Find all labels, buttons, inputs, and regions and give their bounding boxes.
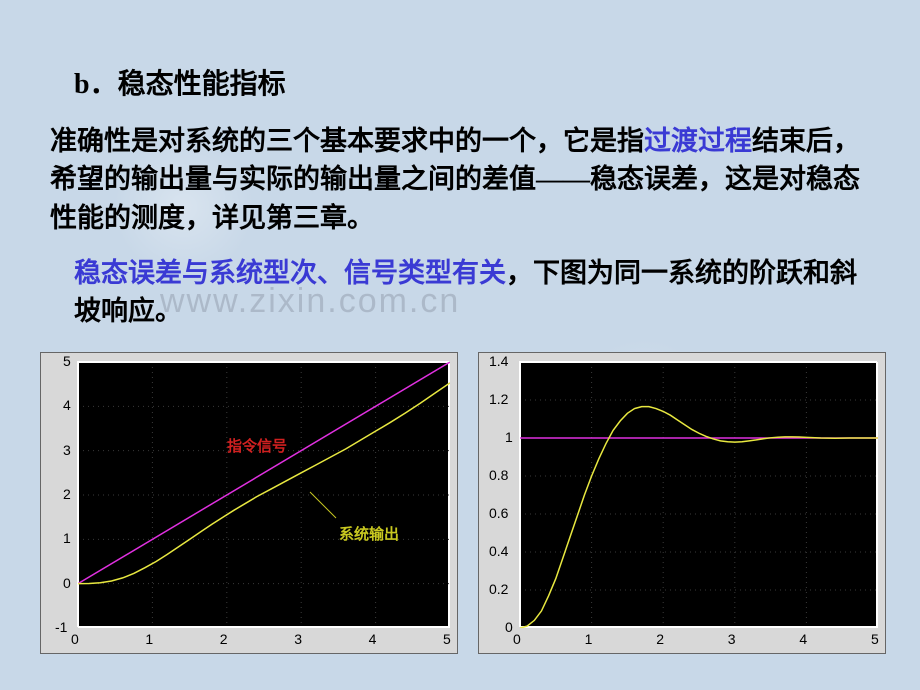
ytick-label: -1 bbox=[55, 619, 71, 635]
para2-highlight: 稳态误差与系统型次、信号类型有关 bbox=[74, 258, 506, 288]
xtick-label: 1 bbox=[145, 631, 153, 647]
xtick-label: 2 bbox=[220, 631, 228, 647]
ytick-label: 1.4 bbox=[489, 353, 513, 369]
xtick-label: 0 bbox=[513, 631, 521, 647]
para1-pre: 准确性是对系统的三个基本要求中的一个，它是指 bbox=[50, 126, 644, 156]
para1-highlight: 过渡过程 bbox=[644, 126, 752, 156]
ytick-label: 0.4 bbox=[489, 543, 513, 559]
ytick-label: 0 bbox=[63, 575, 71, 591]
paragraph-2: 稳态误差与系统型次、信号类型有关，下图为同一系统的阶跃和斜坡响应。 bbox=[74, 254, 864, 331]
xtick-label: 4 bbox=[369, 631, 377, 647]
ytick-label: 0.8 bbox=[489, 467, 513, 483]
xtick-label: 4 bbox=[799, 631, 807, 647]
ytick-label: 4 bbox=[63, 397, 71, 413]
section-heading: b．稳态性能指标 bbox=[74, 62, 286, 102]
xtick-label: 3 bbox=[728, 631, 736, 647]
ytick-label: 1 bbox=[63, 530, 71, 546]
xtick-label: 2 bbox=[656, 631, 664, 647]
chart-step: 0 1 2 3 4 5 0 0.2 0.4 0.6 0.8 1 1.2 1.4 bbox=[478, 352, 886, 654]
ytick-label: 0 bbox=[505, 619, 513, 635]
series-label: 指令信号 bbox=[227, 435, 287, 456]
ytick-label: 1 bbox=[505, 429, 513, 445]
ytick-label: 0.6 bbox=[489, 505, 513, 521]
xtick-label: 0 bbox=[71, 631, 79, 647]
xtick-label: 5 bbox=[871, 631, 879, 647]
ytick-label: 3 bbox=[63, 442, 71, 458]
ytick-label: 1.2 bbox=[489, 391, 513, 407]
chart-step-plot bbox=[519, 361, 877, 627]
series-label: 系统输出 bbox=[339, 523, 399, 544]
xtick-label: 1 bbox=[585, 631, 593, 647]
paragraph-1: 准确性是对系统的三个基本要求中的一个，它是指过渡过程结束后，希望的输出量与实际的… bbox=[50, 122, 870, 237]
chart-ramp: 012345-1012345指令信号系统输出 bbox=[40, 352, 458, 654]
ytick-label: 0.2 bbox=[489, 581, 513, 597]
chart-ramp-plot bbox=[77, 361, 449, 627]
xtick-label: 5 bbox=[443, 631, 451, 647]
ytick-label: 2 bbox=[63, 486, 71, 502]
ytick-label: 5 bbox=[63, 353, 71, 369]
xtick-label: 3 bbox=[294, 631, 302, 647]
